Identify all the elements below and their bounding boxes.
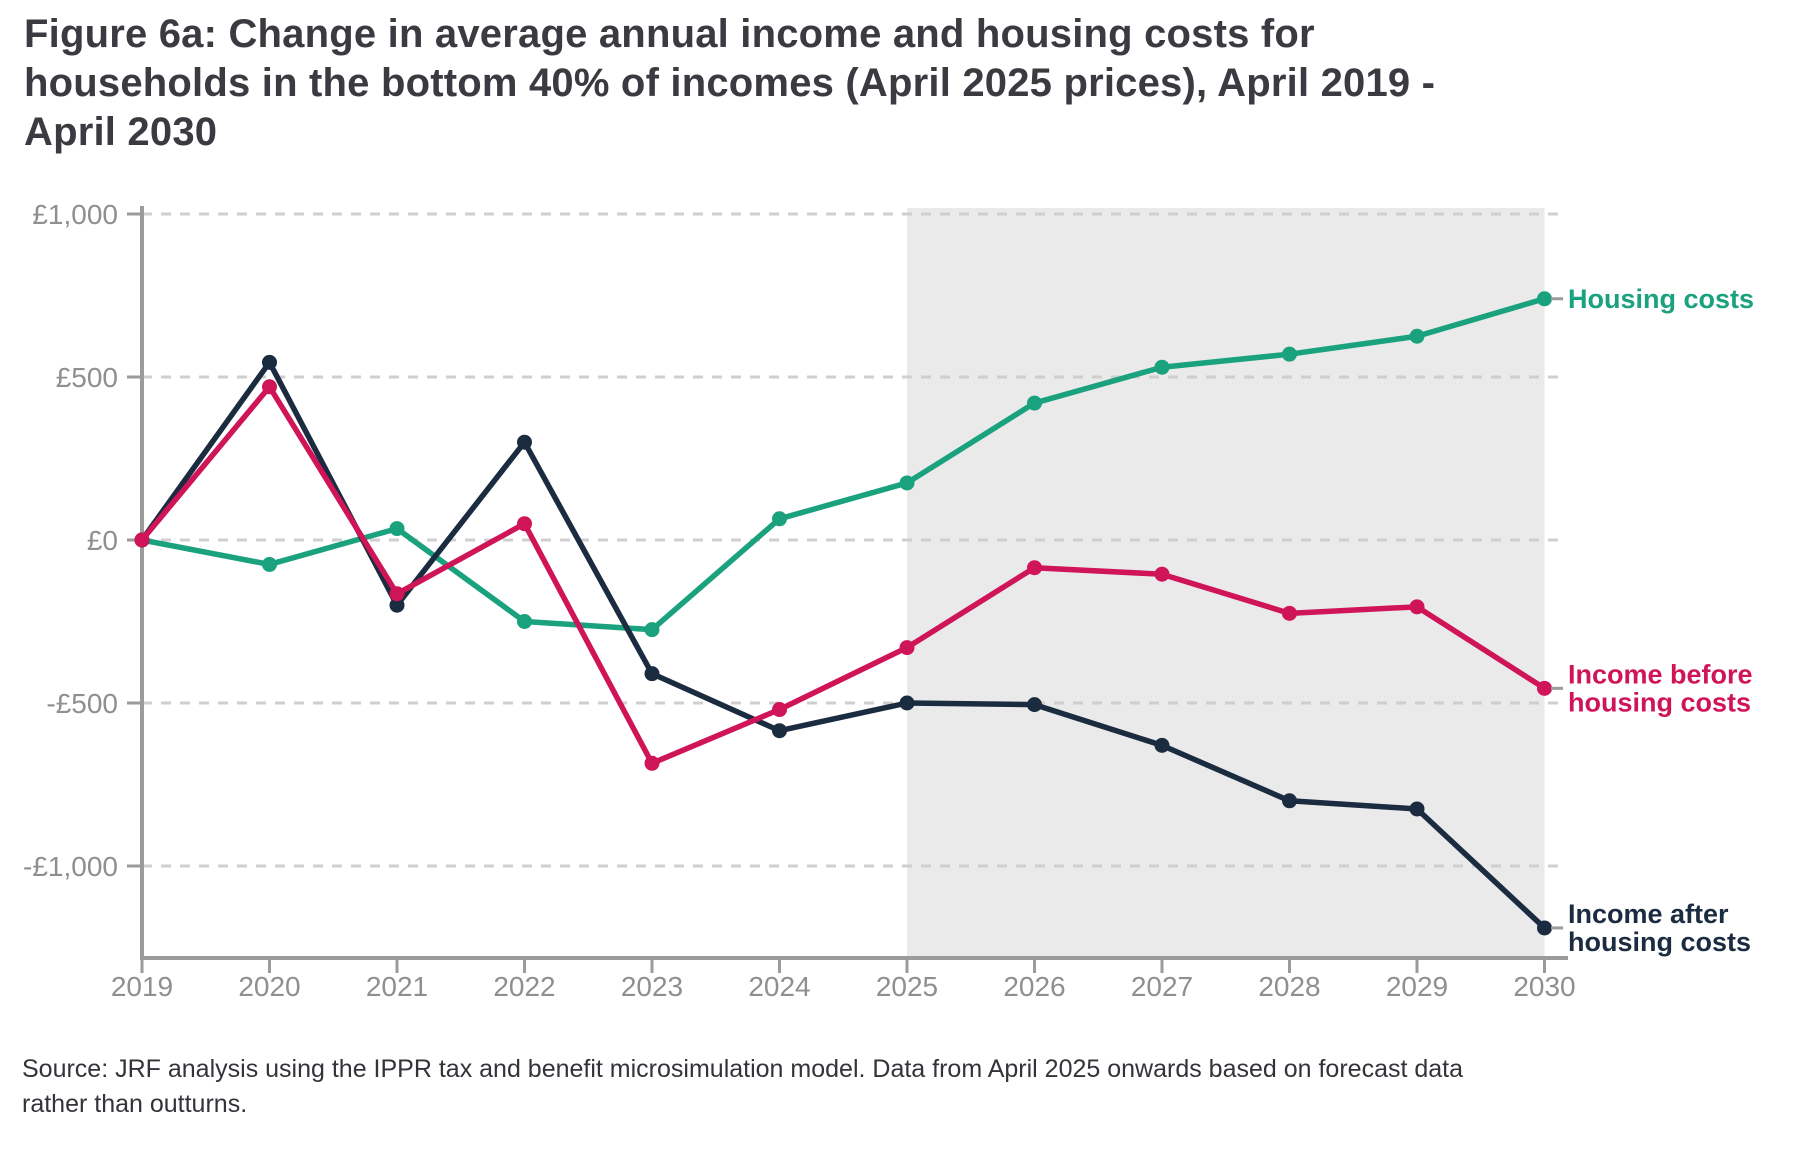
data-point-income-after-housing-costs (1282, 793, 1297, 809)
data-point-income-after-housing-costs (644, 666, 660, 682)
data-point-housing-costs (262, 556, 277, 572)
x-axis-label: 2020 (238, 971, 300, 1002)
x-axis-label: 2021 (366, 971, 428, 1002)
data-point-income-after-housing-costs (389, 597, 405, 613)
x-axis-label: 2026 (1003, 971, 1065, 1002)
series-label-income-after-housing-costs: Income after housing costs (1568, 899, 1751, 957)
y-axis-label: £1,000 (32, 199, 118, 230)
forecast-band (907, 208, 1545, 958)
series-line-housing-costs (139, 296, 1548, 633)
data-point-housing-costs (1537, 291, 1552, 307)
data-point-income-after-housing-costs (517, 434, 532, 450)
data-point-income-before-housing-costs (134, 532, 150, 548)
x-axis-label: 2029 (1386, 971, 1448, 1002)
x-axis-label: 2025 (876, 971, 938, 1002)
figure-title-line: households in the bottom 40% of incomes … (24, 61, 1436, 105)
data-point-income-after-housing-costs (1027, 697, 1042, 713)
x-axis-label: 2028 (1258, 971, 1320, 1002)
data-point-income-before-housing-costs (1409, 599, 1425, 615)
x-axis-label: 2024 (748, 971, 810, 1002)
data-point-housing-costs (1409, 328, 1425, 344)
data-point-income-after-housing-costs (1154, 737, 1170, 753)
series-line-income-after-housing-costs (139, 359, 1548, 931)
source-note-line: Source: JRF analysis using the IPPR tax … (22, 1055, 1464, 1083)
series-label-income-before-housing-costs: Income before housing costs (1568, 659, 1753, 717)
x-axis-label: 2023 (621, 971, 683, 1002)
data-point-income-before-housing-costs (389, 586, 405, 602)
data-point-income-before-housing-costs (517, 516, 532, 532)
data-point-housing-costs (899, 475, 915, 491)
data-point-income-before-housing-costs (644, 755, 660, 771)
series-line-income-before-housing-costs (139, 384, 1548, 767)
data-point-income-before-housing-costs (1282, 605, 1297, 621)
data-point-income-after-housing-costs (262, 354, 277, 370)
figure-title: Figure 6a: Change in average annual inco… (24, 10, 1544, 157)
data-point-income-before-housing-costs (1154, 566, 1170, 582)
data-point-housing-costs (389, 521, 405, 537)
figure-title-line: April 2030 (24, 110, 218, 154)
data-point-housing-costs (517, 614, 532, 629)
data-point-income-after-housing-costs (772, 723, 787, 739)
series-label-housing-costs: Housing costs (1568, 284, 1754, 314)
x-axis-label: 2030 (1513, 971, 1575, 1002)
data-point-income-before-housing-costs (1027, 560, 1042, 576)
data-point-income-after-housing-costs (1537, 920, 1552, 936)
data-point-housing-costs (1282, 346, 1297, 362)
data-point-housing-costs (644, 622, 660, 638)
y-axis-label: -£1,000 (23, 851, 118, 882)
data-point-income-after-housing-costs (899, 695, 915, 711)
data-point-housing-costs (1027, 395, 1042, 411)
y-axis-label: £0 (87, 525, 118, 556)
source-note-line: rather than outturns. (22, 1090, 248, 1118)
source-note: Source: JRF analysis using the IPPR tax … (22, 1052, 1814, 1122)
x-axis-label: 2019 (111, 971, 173, 1002)
data-point-income-before-housing-costs (772, 702, 787, 718)
y-axis-label: -£500 (46, 688, 118, 719)
data-point-income-after-housing-costs (1409, 801, 1425, 817)
data-point-housing-costs (772, 511, 787, 527)
x-axis-label: 2022 (493, 971, 555, 1002)
data-point-income-before-housing-costs (262, 379, 277, 395)
y-axis-label: £500 (56, 362, 118, 393)
data-point-income-before-housing-costs (1537, 680, 1552, 696)
x-axis-label: 2027 (1131, 971, 1193, 1002)
figure-title-line: Figure 6a: Change in average annual inco… (24, 12, 1315, 56)
data-point-income-before-housing-costs (899, 640, 915, 656)
data-point-housing-costs (1154, 359, 1170, 375)
